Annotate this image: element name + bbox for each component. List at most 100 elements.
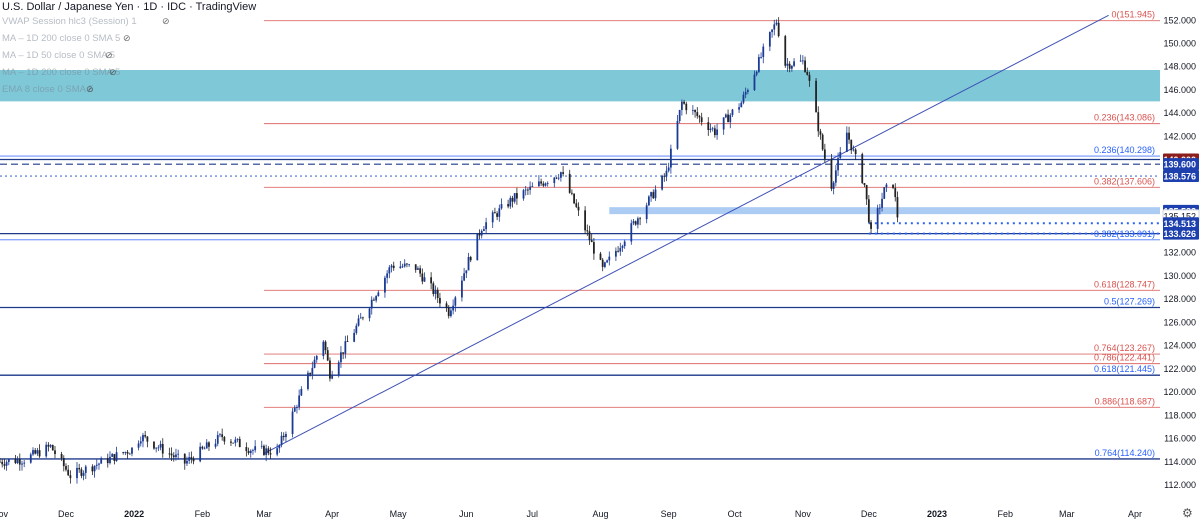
candle-body — [834, 170, 837, 183]
candle-body — [146, 436, 149, 442]
candle-body — [837, 158, 839, 171]
candle-body — [694, 110, 696, 113]
candle-body — [183, 453, 186, 464]
candle-body — [293, 407, 296, 412]
fib-level-label: 0.764(114.240) — [1095, 448, 1155, 458]
candle-body — [232, 442, 235, 444]
candle-body — [845, 132, 848, 152]
candle-body — [757, 57, 760, 72]
fib-labels-layer: 0(151.945) 0.236(143.086) 0.236(140.298) 0.… — [1094, 10, 1155, 458]
indicator-ma-50[interactable]: MA – 1D 50 close 0 SMA 5 — [2, 50, 116, 61]
candle-body — [892, 184, 894, 189]
x-tick-label: Jul — [527, 509, 539, 519]
candle-body — [276, 448, 279, 455]
zone-band-1 — [609, 207, 1160, 215]
price-axis[interactable]: 112.000 114.000 116.000 118.000 120.000 122.0… — [1163, 38, 1196, 490]
candle-body — [324, 341, 327, 351]
candle-body — [0, 461, 1, 463]
candle-body — [95, 464, 98, 466]
eye-slash-icon[interactable]: ⊘ — [109, 67, 117, 77]
fib-level-label: 0(151.945) — [1111, 10, 1155, 20]
y-tick-label: 132.000 — [1163, 248, 1196, 258]
candle-body — [175, 454, 177, 458]
candle-body — [139, 441, 142, 444]
candle-body — [768, 32, 771, 47]
candle-body — [16, 459, 19, 464]
y-tick-label: 148.000 — [1163, 62, 1196, 72]
indicator-ema-8[interactable]: EMA 8 close 0 SMA 5 — [2, 84, 94, 95]
candle-body — [388, 267, 391, 274]
candle-body — [716, 129, 718, 136]
candle-body — [639, 218, 641, 220]
candle-body — [137, 443, 140, 448]
candle-body — [236, 438, 239, 440]
candle-body — [799, 60, 802, 62]
candle-body — [678, 110, 681, 121]
eye-slash-icon[interactable]: ⊘ — [162, 16, 170, 26]
candle-body — [557, 177, 560, 179]
candle-body — [755, 71, 758, 75]
candle-body — [522, 190, 525, 199]
candle-body — [632, 221, 635, 224]
candle-body — [870, 222, 872, 229]
candle-body — [186, 460, 188, 464]
candle-body — [680, 101, 683, 111]
y-tick-label: 128.000 — [1163, 294, 1196, 304]
x-tick-label: 2022 — [124, 509, 144, 519]
eye-slash-icon[interactable]: ⊘ — [123, 33, 131, 43]
candle-body — [511, 197, 514, 202]
candle-body — [540, 181, 543, 184]
candle-body — [621, 246, 624, 248]
candle-body — [157, 447, 160, 449]
candle-body — [663, 175, 666, 177]
candle-body — [78, 467, 81, 470]
candle-body — [113, 454, 116, 461]
candle-body — [124, 451, 127, 453]
candle-body — [746, 90, 749, 92]
candle-body — [392, 265, 395, 269]
candle-body — [634, 221, 637, 225]
candle-body — [447, 307, 450, 317]
candle-body — [524, 189, 527, 191]
candle-body — [122, 452, 125, 453]
fib-level-label: 0.786(122.441) — [1094, 353, 1155, 363]
candle-body — [731, 109, 734, 115]
indicator-ma-200-b[interactable]: MA – 1D 200 close 0 SMA 5 — [2, 67, 121, 78]
candle-body — [252, 450, 254, 452]
fib-level-label: 0.618(128.747) — [1094, 279, 1155, 289]
candle-body — [762, 46, 765, 58]
candle-body — [1, 461, 4, 465]
candle-body — [263, 445, 265, 455]
eye-slash-icon[interactable]: ⊘ — [86, 84, 94, 94]
y-tick-label: 112.000 — [1164, 480, 1196, 490]
candle-body — [650, 192, 652, 197]
candle-body — [546, 183, 549, 184]
candle-body — [362, 317, 364, 319]
candle-body — [700, 117, 703, 123]
candle-body — [98, 463, 100, 465]
eye-slash-icon[interactable]: ⊘ — [105, 50, 113, 60]
candle-body — [848, 132, 850, 140]
candle-body — [801, 60, 804, 62]
indicator-ma-200[interactable]: MA – 1D 200 close 0 SMA 5 — [2, 33, 121, 44]
candle-body — [553, 177, 556, 184]
candle-body — [199, 446, 202, 462]
candle-body — [315, 356, 318, 360]
candle-body — [159, 443, 162, 448]
candle-body — [111, 454, 114, 457]
candle-body — [216, 435, 219, 444]
candle-body — [300, 389, 303, 396]
candle-body — [771, 29, 773, 33]
candle-body — [168, 453, 171, 455]
indicator-vwap[interactable]: VWAP Session hlc3 (Session) 1 — [2, 16, 137, 27]
candle-body — [555, 177, 558, 179]
candle-body — [485, 222, 488, 230]
price-label: 133.626 — [1163, 229, 1196, 239]
candle-body — [223, 437, 226, 442]
candle-body — [773, 24, 776, 30]
candle-body — [36, 450, 39, 454]
gear-icon[interactable]: ⚙ — [1182, 506, 1193, 520]
candle-body — [570, 192, 573, 194]
time-axis[interactable]: Nov Dec 2022 Feb Mar Apr May Jun Jul Aug Sep Oct Nov… — [0, 506, 1193, 520]
